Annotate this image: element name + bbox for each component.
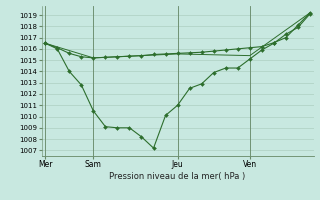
X-axis label: Pression niveau de la mer( hPa ): Pression niveau de la mer( hPa )	[109, 172, 246, 181]
